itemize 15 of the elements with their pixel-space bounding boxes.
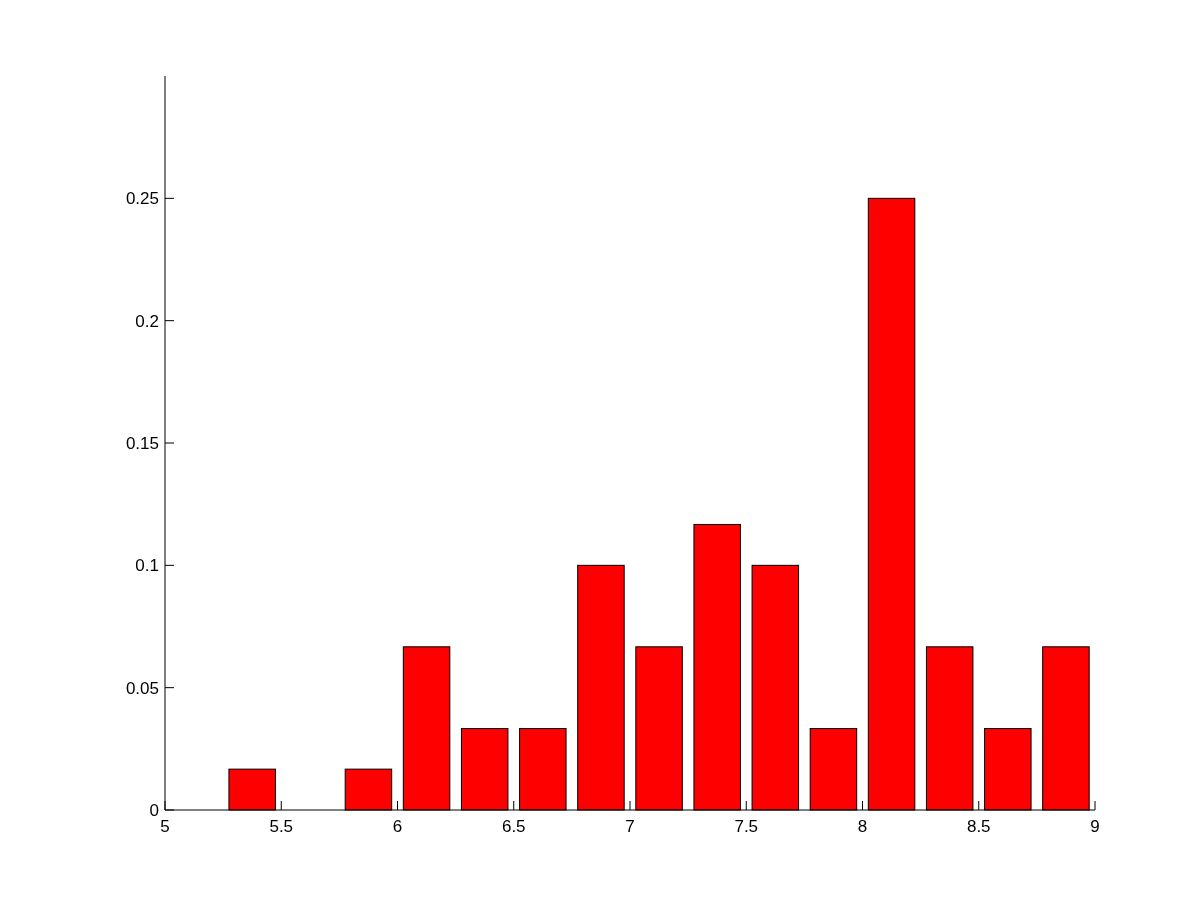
y-tick-label: 0.05 bbox=[125, 678, 159, 698]
y-tick-label: 0.15 bbox=[125, 434, 159, 453]
x-tick-label: 7 bbox=[625, 817, 635, 836]
y-tick-label: 0 bbox=[149, 801, 159, 820]
x-tick-label: 8 bbox=[857, 817, 868, 836]
x-tick-label: 7.5 bbox=[734, 817, 759, 836]
x-tick-label: 5 bbox=[160, 817, 170, 836]
x-tick-label: 9 bbox=[1090, 817, 1100, 836]
x-tick-label: 5.5 bbox=[269, 817, 294, 836]
x-tick-label: 6.5 bbox=[501, 817, 526, 836]
x-tick-label: 6 bbox=[392, 817, 403, 836]
y-tick-label: 0.2 bbox=[135, 311, 159, 331]
y-tick-label: 0.1 bbox=[135, 556, 159, 576]
y-tick-label: 0.25 bbox=[125, 189, 159, 209]
x-tick-label: 8.5 bbox=[966, 817, 991, 836]
